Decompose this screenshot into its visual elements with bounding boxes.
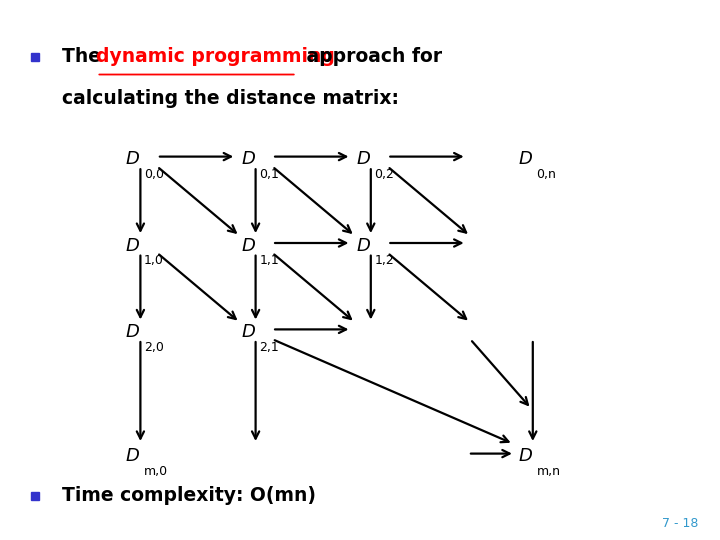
Text: D: D: [356, 237, 370, 255]
Text: 7 - 18: 7 - 18: [662, 517, 698, 530]
Text: D: D: [126, 323, 140, 341]
Text: m,0: m,0: [144, 465, 168, 478]
Text: D: D: [126, 150, 140, 168]
Text: 0,1: 0,1: [259, 168, 279, 181]
Text: D: D: [518, 150, 532, 168]
Text: D: D: [126, 447, 140, 465]
Text: dynamic programming: dynamic programming: [96, 47, 336, 66]
Text: 2,0: 2,0: [144, 341, 164, 354]
Text: approach for: approach for: [300, 47, 441, 66]
Text: 0,n: 0,n: [536, 168, 557, 181]
Text: 0,0: 0,0: [144, 168, 164, 181]
Text: 0,2: 0,2: [374, 168, 395, 181]
Text: D: D: [241, 150, 255, 168]
Text: D: D: [126, 237, 140, 255]
Text: D: D: [241, 237, 255, 255]
Text: D: D: [518, 447, 532, 465]
Text: D: D: [241, 323, 255, 341]
Text: D: D: [356, 150, 370, 168]
Text: m,n: m,n: [536, 465, 560, 478]
Text: Time complexity: O(mn): Time complexity: O(mn): [62, 486, 316, 505]
Text: 2,1: 2,1: [259, 341, 279, 354]
Text: calculating the distance matrix:: calculating the distance matrix:: [62, 89, 399, 109]
Text: 1,1: 1,1: [259, 254, 279, 267]
Text: 1,2: 1,2: [374, 254, 394, 267]
Text: The: The: [62, 47, 107, 66]
Text: 1,0: 1,0: [144, 254, 164, 267]
